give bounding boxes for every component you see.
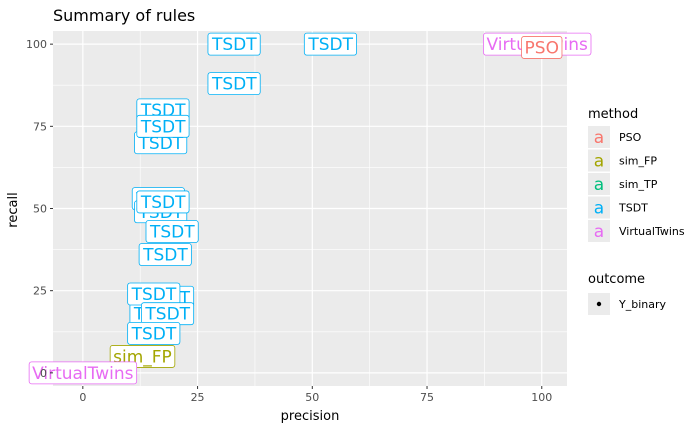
y-tick-label: 25 [33,285,47,298]
y-tick-label: 100 [26,38,47,51]
legend-key [588,196,610,219]
legend-key-glyph: a [594,152,604,172]
data-label-box [303,32,357,56]
data-label: TSDT [141,302,195,326]
legend-outcome-label: Y_binary [618,298,666,311]
data-label-box [127,322,181,345]
y-axis-title: recall [6,192,21,227]
data-label: TSDT [138,243,192,266]
data-label-text: TSDT [140,117,186,137]
x-tick-label: 75 [420,391,434,404]
data-label-box [136,114,190,138]
x-tick-label: 25 [191,391,205,404]
data-label-box [207,32,261,56]
legend-method-label: TSDT [618,202,648,215]
data-label: TSDT [127,322,181,345]
data-label-box [136,190,190,214]
data-label: TSDT [145,220,199,243]
legend-key-glyph: a [594,175,604,195]
x-tick-label: 50 [305,391,319,404]
data-label-box [28,361,138,385]
legend-key-glyph: a [594,222,604,242]
legend-method-title: method [588,107,638,122]
data-labels: TSDT TSDTTSDTTSDTTSDTTSDTTSDTTSDTTSDTTSDT… [28,32,592,385]
legend-key [588,220,610,242]
data-label: TSDT [127,282,181,306]
chart-title: Summary of rules [53,6,195,25]
data-label-box [145,220,199,243]
data-label: PSO [521,36,563,59]
data-label-text: VirtualTwins [32,364,134,384]
data-label-text: PSO [525,38,559,58]
y-tick-label: 50 [33,203,47,216]
legend-key-glyph: a [594,128,604,148]
data-label: TSDT [207,72,261,95]
legend-key [588,173,610,195]
legend-outcome-title: outcome [588,272,645,287]
data-label-text: TSDT [211,75,257,95]
legend-outcome-items: Y_binary [588,293,666,315]
legend-method-label: VirtualTwins [619,225,685,238]
data-label-box [207,72,261,95]
data-label-box [138,243,192,266]
data-label-text: TSDT [211,35,257,55]
x-axis: 0 25 50 75 100 [79,386,552,404]
y-tick-label: 75 [33,120,47,133]
y-axis: 0 25 50 75 100 [26,38,53,380]
data-label-text: TSDT [131,285,177,305]
data-label-text: TSDT [131,324,177,344]
data-label-box [521,36,563,59]
legend-key [588,149,610,172]
x-axis-title: precision [281,409,340,424]
data-label-text: TSDT [144,305,190,325]
legend-point-icon [596,301,602,307]
legend-method-label: sim_TP [619,178,658,191]
legend-method-label: sim_FP [619,155,657,168]
x-tick-label: 100 [531,391,552,404]
data-label: TSDT [136,114,190,138]
data-label-text: TSDT [140,193,186,213]
data-label-text: TSDT [142,246,188,266]
y-tick-label: 0 [40,367,47,380]
data-label: VirtualTwins [28,361,138,385]
data-label-text: TSDT [307,35,353,55]
legend-key-glyph: a [594,199,604,219]
x-tick-label: 0 [79,391,86,404]
data-label: TSDT [136,190,190,214]
data-label: TSDT [207,32,261,56]
data-label-text: TSDT [138,134,184,154]
legend-key [588,126,610,148]
data-label: TSDT [303,32,357,56]
legend-method-label: PSO [619,131,642,144]
data-label-text: TSDT [149,223,195,243]
